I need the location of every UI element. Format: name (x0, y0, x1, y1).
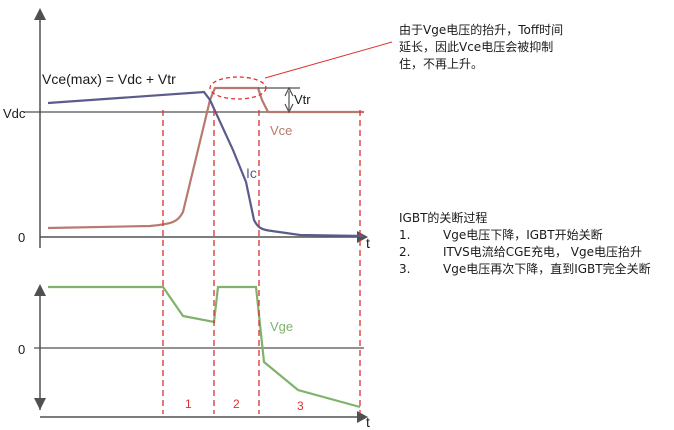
top-plot: Vdc 0 t Vce(max) = Vdc + Vtr Vtr Vce Ic (3, 8, 393, 251)
bottom-plot: 0 t Vge (18, 284, 370, 430)
top-zero-label: 0 (18, 230, 25, 245)
callout-note: 由于Vge电压的抬升，Toff时间 延长，因此Vce电压会被抑制 住，不再上升。 (399, 22, 589, 73)
process-step: 3. Vge电压再次下降，直到IGBT完全关断 (399, 261, 669, 278)
vtr-label: Vtr (294, 92, 311, 107)
ic-label: Ic (246, 165, 257, 181)
process-title: IGBT的关断过程 (399, 211, 488, 225)
process-step-text: Vge电压下降，IGBT开始关断 (443, 228, 603, 242)
process-step-text: Vge电压再次下降，直到IGBT完全关断 (443, 262, 651, 276)
top-y-axis-arrow-icon (34, 8, 46, 20)
bottom-t-label: t (366, 414, 370, 430)
process-step-text: ITVS电流给CGE充电， Vge电压抬升 (443, 245, 642, 259)
phase-label-3: 3 (297, 399, 304, 413)
phase-dividers (162, 110, 361, 414)
phase-label-2: 2 (233, 397, 240, 411)
process-step-number: 2. (399, 245, 411, 259)
vge-curve (48, 285, 361, 409)
bottom-y-axis-down-arrow-icon (34, 398, 46, 410)
vge-label: Vge (270, 319, 293, 334)
phase-label-1: 1 (185, 397, 192, 411)
top-vdc-label: Vdc (3, 106, 26, 121)
vce-max-formula: Vce(max) = Vdc + Vtr (42, 71, 176, 87)
process-step: 2. ITVS电流给CGE充电， Vge电压抬升 (399, 244, 669, 261)
vtr-arrow-up-icon (284, 86, 294, 97)
process-step-number: 1. (399, 228, 411, 242)
bottom-zero-label: 0 (18, 342, 25, 357)
callout-line-2: 延长，因此Vce电压会被抑制 (399, 40, 554, 54)
vtr-arrow-down-icon (284, 103, 294, 114)
callout-line-1: 由于Vge电压的抬升，Toff时间 (399, 23, 564, 37)
ic-curve (47, 90, 365, 238)
bottom-y-axis-up-arrow-icon (34, 284, 46, 296)
process-step: 1. Vge电压下降，IGBT开始关断 (399, 227, 669, 244)
plateau-highlight-ellipse (209, 76, 267, 100)
top-t-label: t (366, 235, 370, 251)
callout-pointer-line (264, 41, 393, 79)
vce-curve (47, 86, 364, 230)
vce-label: Vce (270, 123, 292, 138)
callout-line-3: 住，不再上升。 (399, 57, 484, 71)
process-step-number: 3. (399, 262, 411, 276)
process-notes: IGBT的关断过程 1. Vge电压下降，IGBT开始关断 2. ITVS电流给… (399, 210, 669, 278)
